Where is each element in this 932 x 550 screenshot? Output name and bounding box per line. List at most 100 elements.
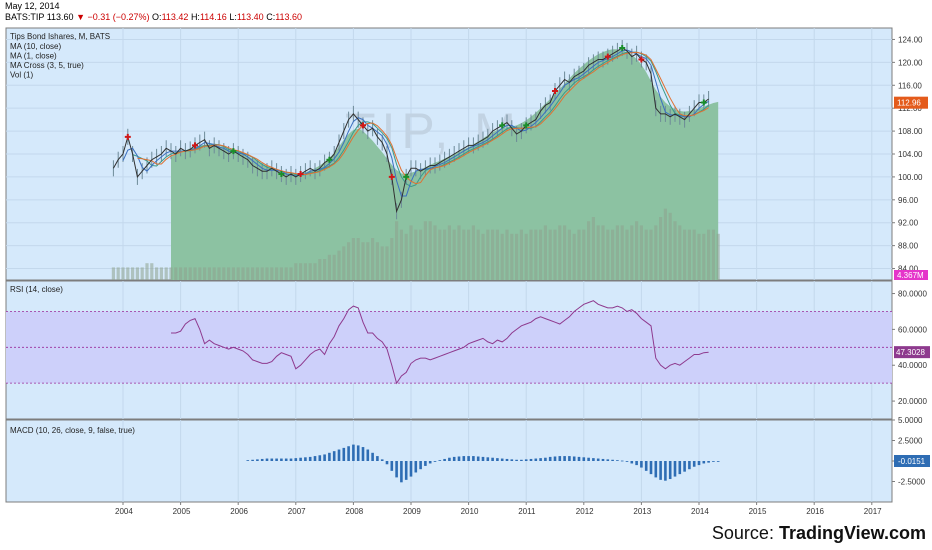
volume-bar (318, 259, 322, 280)
macd-bar (529, 458, 533, 461)
volume-bar (159, 267, 163, 280)
legend-item: MA Cross (3, 5, true) (10, 61, 84, 70)
volume-bar (716, 233, 720, 280)
macd-bar (332, 451, 336, 461)
volume-bar (203, 267, 207, 280)
volume-bar (404, 233, 408, 280)
macd-bar (510, 459, 514, 461)
macd-bar (462, 456, 466, 461)
ma-cross-down-marker (638, 56, 645, 63)
macd-bar (654, 461, 658, 478)
macd-bar (678, 461, 682, 475)
volume-bar (491, 229, 495, 280)
volume-bar (553, 229, 557, 280)
volume-bar (131, 267, 135, 280)
volume-bar (567, 229, 571, 280)
volume-bar (524, 233, 528, 280)
volume-bar (371, 238, 375, 280)
macd-bar (308, 456, 312, 461)
macd-bar (424, 461, 427, 466)
ma-cross-down-marker (552, 88, 558, 94)
volume-bar (687, 229, 691, 280)
macd-bar (448, 457, 451, 461)
volume-bar (644, 229, 648, 280)
volume-bar (323, 259, 327, 280)
volume-bar (260, 267, 264, 280)
year-label: 2006 (230, 507, 248, 516)
volume-bar (313, 263, 317, 280)
macd-bar (592, 458, 595, 461)
volume-bar (529, 229, 533, 280)
high-value: 114.16 (199, 12, 227, 22)
volume-bar (563, 225, 567, 280)
volume-bar (150, 263, 154, 280)
volume-bar (702, 233, 706, 280)
volume-bar (467, 229, 471, 280)
macd-bar (640, 461, 643, 468)
macd-bar (289, 458, 293, 461)
macd-bar (385, 461, 389, 465)
price-tick-label: 120.00 (898, 58, 923, 67)
macd-bar (481, 456, 485, 461)
volume-bar (212, 267, 216, 280)
macd-bar (352, 444, 355, 461)
macd-bar (347, 446, 350, 461)
volume-bar (380, 246, 384, 280)
volume-bar (558, 225, 562, 280)
volume-bar (246, 267, 250, 280)
volume-bar (476, 229, 480, 280)
macd-bar (270, 458, 274, 461)
macd-bar (246, 460, 250, 461)
macd-bar (568, 456, 571, 461)
macd-title: MACD (10, 26, close, 9, false, true) (10, 426, 135, 435)
ma-cross-down-marker (192, 142, 198, 149)
volume-bar (543, 225, 547, 280)
volume-bar (510, 233, 514, 280)
rsi-title: RSI (14, close) (10, 285, 63, 294)
macd-bar (280, 458, 283, 461)
close-value: 113.60 (275, 12, 303, 22)
volume-bar (207, 267, 211, 280)
volume-bar (361, 242, 365, 280)
volume-bar (289, 267, 293, 280)
macd-bar (256, 459, 259, 461)
volume-bar (462, 229, 466, 280)
volume-bar (428, 221, 432, 280)
ma-cross-up-marker (499, 122, 506, 129)
macd-bar (534, 458, 538, 461)
price-tick-label: 84.00 (898, 265, 919, 274)
volume-bar (227, 267, 231, 280)
volume-bar (222, 267, 226, 280)
volume-bar (486, 229, 490, 280)
year-label: 2016 (806, 507, 824, 516)
legend-item: MA (1, close) (10, 52, 57, 61)
macd-bar (558, 456, 562, 461)
macd-bar (596, 458, 600, 461)
macd-bar (260, 458, 264, 461)
macd-bar (400, 461, 403, 483)
year-label: 2009 (403, 507, 421, 516)
ma-cross-up-marker (230, 148, 237, 155)
volume-bar (615, 225, 619, 280)
volume-bar (639, 225, 643, 280)
macd-tick-label: -2.5000 (898, 478, 926, 487)
macd-bar (500, 458, 504, 461)
macd-bar (443, 458, 446, 461)
volume-bar (452, 229, 456, 280)
macd-bar (716, 461, 720, 462)
volume-bar (198, 267, 202, 280)
volume-bar (505, 229, 509, 280)
volume-bar (347, 242, 351, 280)
volume-bar (572, 233, 576, 280)
volume-bar (275, 267, 279, 280)
last-price-badge (894, 96, 928, 109)
price-tick-label: 96.00 (898, 196, 919, 205)
volume-bar (500, 233, 504, 280)
macd-bar (582, 457, 586, 461)
volume-bar (457, 225, 461, 280)
macd-bar (452, 456, 456, 461)
macd-bar (486, 457, 490, 461)
price-tick-label: 108.00 (898, 127, 923, 136)
macd-bar (299, 457, 302, 461)
